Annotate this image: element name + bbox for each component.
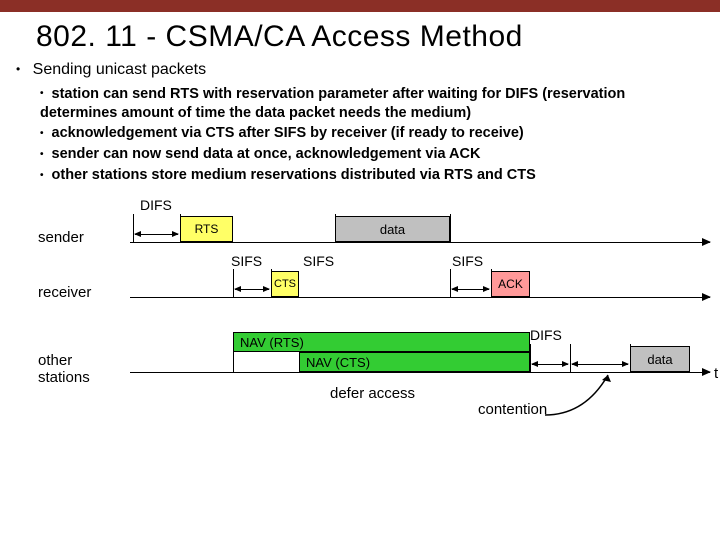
bullets-area: Sending unicast packets station can send…: [16, 60, 696, 185]
difs-label: DIFS: [140, 197, 172, 213]
ack-box: ACK: [491, 271, 530, 297]
main-bullet-text: Sending unicast packets: [33, 61, 206, 78]
sifs1-label: SIFS: [231, 253, 262, 269]
receiver-label: receiver: [38, 284, 91, 301]
contention-text: contention: [478, 401, 547, 418]
cts-box: CTS: [271, 271, 299, 297]
rts-box: RTS: [180, 216, 233, 242]
sifs1-arrow: [235, 289, 269, 290]
difs-arrow: [135, 234, 178, 235]
difs2-arrow: [532, 364, 568, 365]
receiver-timeline: [130, 297, 710, 298]
data2-box: data: [630, 346, 690, 372]
sifs3-arrow: [452, 289, 489, 290]
curved-arrow-icon: [540, 370, 630, 420]
contention-arrow: [572, 364, 628, 365]
timing-diagram: sender receiver other stations DIFS RTS …: [10, 187, 710, 447]
page-title: 802. 11 - CSMA/CA Access Method: [36, 20, 720, 54]
nav-rts-box: NAV (RTS): [233, 332, 530, 352]
data-box: data: [335, 216, 450, 242]
sub-bullet: station can send RTS with reservation pa…: [40, 85, 696, 123]
sifs2-label: SIFS: [303, 253, 334, 269]
t-axis-label: t: [714, 365, 718, 382]
main-bullet: Sending unicast packets station can send…: [16, 60, 696, 185]
sub-bullet: acknowledgement via CTS after SIFS by re…: [40, 124, 696, 143]
difs2-label: DIFS: [530, 327, 562, 343]
sub-bullet: other stations store medium reservations…: [40, 166, 696, 185]
sender-timeline: [130, 242, 710, 243]
defer-text: defer access: [330, 385, 415, 402]
sifs3-label: SIFS: [452, 253, 483, 269]
sub-bullet: sender can now send data at once, acknow…: [40, 145, 696, 164]
other-label: other stations: [38, 352, 90, 386]
nav-cts-box: NAV (CTS): [299, 352, 530, 372]
sender-label: sender: [38, 229, 84, 246]
topbar: [0, 0, 720, 12]
